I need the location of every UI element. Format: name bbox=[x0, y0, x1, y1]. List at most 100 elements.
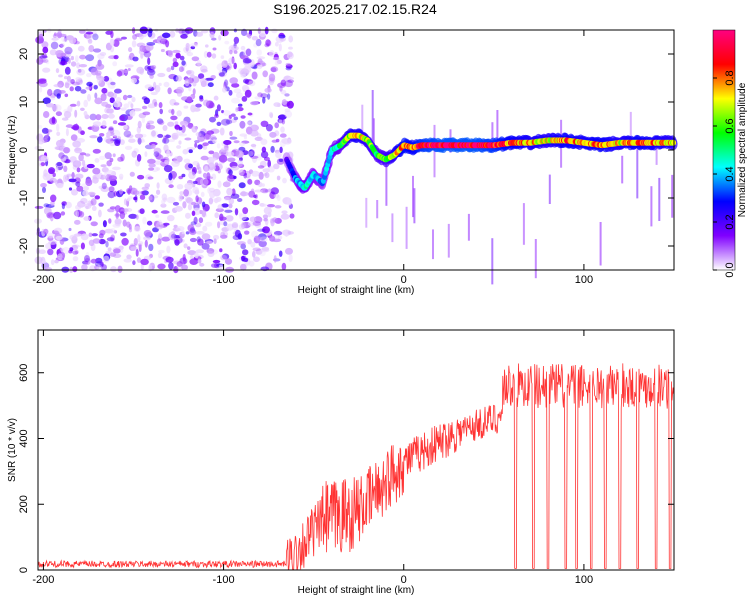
noise-speck bbox=[249, 216, 257, 223]
noise-speck bbox=[223, 221, 228, 227]
noise-speck bbox=[218, 72, 225, 77]
noise-speck bbox=[133, 148, 139, 154]
noise-speck bbox=[46, 232, 55, 238]
noise-speck bbox=[39, 86, 43, 93]
noise-speck bbox=[48, 240, 57, 245]
noise-speck bbox=[257, 182, 263, 188]
noise-speck bbox=[170, 65, 175, 71]
noise-speck bbox=[237, 198, 243, 202]
noise-speck bbox=[257, 165, 265, 169]
noise-speck bbox=[85, 251, 90, 259]
noise-speck bbox=[277, 118, 284, 124]
noise-speck bbox=[131, 150, 138, 158]
noise-speck bbox=[76, 100, 81, 107]
noise-speck bbox=[168, 184, 174, 189]
snr-line bbox=[37, 363, 674, 570]
noise-speck bbox=[213, 95, 219, 101]
noise-speck bbox=[94, 158, 100, 163]
noise-speck bbox=[190, 74, 195, 79]
noise-speck bbox=[148, 163, 156, 168]
noise-speck bbox=[86, 81, 93, 87]
noise-speck bbox=[134, 226, 141, 232]
noise-speck bbox=[253, 43, 259, 48]
noise-speck bbox=[204, 221, 213, 227]
noise-speck bbox=[76, 167, 81, 173]
noise-speck bbox=[250, 124, 259, 132]
spectral-streak bbox=[629, 111, 632, 147]
noise-speck bbox=[112, 39, 120, 47]
noise-speck bbox=[155, 154, 164, 160]
noise-speck bbox=[91, 205, 97, 211]
noise-speck bbox=[58, 90, 66, 94]
noise-speck bbox=[270, 218, 275, 227]
noise-speck bbox=[274, 122, 280, 129]
noise-speck bbox=[170, 115, 178, 121]
noise-speck bbox=[64, 46, 73, 55]
noise-speck bbox=[101, 120, 107, 128]
noise-speck bbox=[136, 190, 143, 196]
noise-speck bbox=[202, 172, 208, 179]
noise-speck bbox=[192, 161, 199, 166]
noise-speck bbox=[148, 195, 153, 201]
noise-speck bbox=[182, 148, 189, 155]
noise-speck bbox=[235, 150, 244, 158]
spectral-streak bbox=[599, 222, 602, 266]
noise-speck bbox=[254, 136, 263, 141]
noise-speck bbox=[105, 170, 115, 175]
noise-speck bbox=[224, 208, 232, 214]
noise-speck bbox=[132, 34, 138, 40]
noise-speck bbox=[228, 169, 233, 176]
noise-speck bbox=[86, 73, 92, 78]
noise-speck bbox=[83, 216, 91, 221]
noise-speck bbox=[221, 110, 225, 114]
noise-speck bbox=[189, 255, 194, 259]
noise-speck bbox=[50, 194, 57, 203]
colorbar-tick-label: 0.6 bbox=[724, 118, 736, 133]
noise-speck bbox=[271, 28, 278, 34]
noise-speck bbox=[242, 249, 249, 256]
noise-speck bbox=[206, 240, 213, 244]
noise-speck bbox=[66, 173, 73, 177]
noise-speck bbox=[73, 209, 83, 217]
noise-speck bbox=[178, 140, 182, 145]
noise-speck bbox=[185, 212, 191, 219]
noise-speck bbox=[112, 61, 118, 67]
noise-speck bbox=[109, 38, 115, 46]
noise-speck bbox=[69, 37, 77, 44]
noise-speck bbox=[157, 120, 165, 126]
noise-speck bbox=[203, 99, 210, 107]
noise-speck bbox=[187, 224, 195, 232]
noise-speck bbox=[190, 104, 197, 113]
noise-speck bbox=[99, 261, 104, 268]
noise-speck bbox=[98, 209, 102, 218]
noise-speck bbox=[272, 56, 280, 61]
noise-speck bbox=[126, 254, 132, 260]
noise-speck bbox=[195, 103, 202, 108]
noise-speck bbox=[147, 57, 151, 65]
noise-speck bbox=[252, 221, 261, 227]
y-tick-label: 600 bbox=[18, 364, 30, 382]
noise-speck bbox=[110, 266, 117, 273]
noise-speck bbox=[92, 148, 101, 154]
spectral-streak bbox=[636, 149, 639, 199]
colorbar: 0.0 0.2 0.4 0.6 0.8 Normalized spectral ampl… bbox=[712, 29, 748, 278]
noise-speck bbox=[267, 159, 272, 168]
noise-speck bbox=[101, 87, 108, 94]
snr-series bbox=[37, 363, 674, 570]
noise-speck bbox=[172, 49, 181, 54]
noise-speck bbox=[238, 169, 245, 176]
noise-speck bbox=[254, 222, 262, 228]
noise-speck bbox=[221, 118, 230, 126]
noise-speck bbox=[144, 183, 150, 188]
noise-speck bbox=[248, 149, 255, 158]
spectral-streak bbox=[413, 188, 416, 224]
noise-speck bbox=[91, 233, 98, 237]
noise-speck bbox=[261, 62, 267, 67]
noise-speck bbox=[231, 45, 239, 51]
y-tick-label: 400 bbox=[18, 429, 30, 447]
noise-speck bbox=[250, 101, 259, 106]
noise-speck bbox=[204, 165, 209, 173]
noise-speck bbox=[186, 147, 196, 151]
noise-speck bbox=[246, 121, 251, 125]
